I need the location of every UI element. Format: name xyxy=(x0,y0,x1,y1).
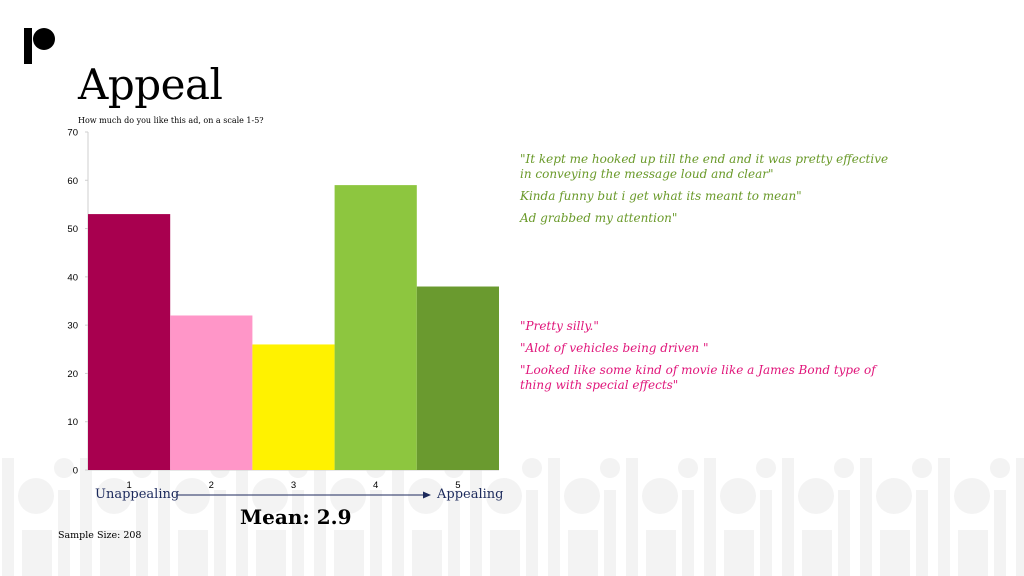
pattern-shape xyxy=(330,478,366,514)
y-tick-label: 20 xyxy=(67,369,78,380)
x-tick-label: 1 xyxy=(126,480,131,491)
pattern-shape xyxy=(490,530,520,576)
positive-quote: "It kept me hooked up till the end and i… xyxy=(520,152,889,181)
scale-high-label: Appealing xyxy=(437,487,504,502)
pattern-shape xyxy=(18,478,54,514)
y-tick-label: 30 xyxy=(67,321,78,332)
background-pattern xyxy=(2,458,1024,576)
pattern-shape xyxy=(724,530,754,576)
bar xyxy=(334,185,417,470)
pattern-shape xyxy=(802,530,832,576)
positive-quote: Kinda funny but i get what its meant to … xyxy=(520,189,802,203)
pattern-shape xyxy=(58,490,70,576)
negative-quote: "Looked like some kind of movie like a J… xyxy=(520,363,876,392)
pattern-shape xyxy=(990,458,1010,478)
bar xyxy=(170,315,253,470)
pattern-shape xyxy=(760,490,772,576)
pattern-shape xyxy=(646,530,676,576)
mean-value: Mean: 2.9 xyxy=(240,505,352,529)
x-tick-label: 3 xyxy=(291,480,296,491)
pattern-shape xyxy=(912,458,932,478)
y-tick-label: 60 xyxy=(67,176,78,187)
scale-low-label: Unappealing xyxy=(95,487,180,502)
pattern-shape xyxy=(938,458,950,576)
pattern-shape xyxy=(54,458,74,478)
scale-arrow-head xyxy=(423,491,431,499)
positive-quotes: "It kept me hooked up till the end and i… xyxy=(520,152,900,233)
pattern-shape xyxy=(100,530,130,576)
pattern-shape xyxy=(860,458,872,576)
pattern-shape xyxy=(256,530,286,576)
pattern-shape xyxy=(626,458,638,576)
y-tick-label: 40 xyxy=(67,272,78,283)
pattern-shape xyxy=(642,478,678,514)
chart-subtitle: How much do you like this ad, on a scale… xyxy=(78,116,264,125)
negative-quote: "Pretty silly." xyxy=(520,319,599,333)
pattern-shape xyxy=(470,458,482,576)
pattern-shape xyxy=(682,490,694,576)
pattern-shape xyxy=(876,478,912,514)
chart-bars xyxy=(88,185,499,470)
pattern-shape xyxy=(834,458,854,478)
pattern-shape xyxy=(958,530,988,576)
pattern-shape xyxy=(994,490,1006,576)
brand-logo-icon xyxy=(24,28,55,64)
pattern-shape xyxy=(158,458,170,576)
pattern-shape xyxy=(486,478,522,514)
pattern-shape xyxy=(916,490,928,576)
pattern-shape xyxy=(798,478,834,514)
pattern-shape xyxy=(838,490,850,576)
x-tick-label: 4 xyxy=(373,480,378,491)
pattern-shape xyxy=(22,530,52,576)
pattern-shape xyxy=(252,478,288,514)
pattern-shape xyxy=(392,458,404,576)
y-tick-label: 10 xyxy=(67,417,78,428)
pattern-shape xyxy=(704,458,716,576)
scale-arrow xyxy=(176,491,431,499)
x-tick-label: 5 xyxy=(455,480,460,491)
pattern-shape xyxy=(600,458,620,478)
pattern-shape xyxy=(80,458,92,576)
pattern-shape xyxy=(1016,458,1024,576)
pattern-shape xyxy=(568,530,598,576)
y-tick-label: 70 xyxy=(67,128,78,139)
pattern-shape xyxy=(178,530,208,576)
pattern-shape xyxy=(564,478,600,514)
pattern-shape xyxy=(2,458,14,576)
pattern-shape xyxy=(548,458,560,576)
bar xyxy=(252,344,335,470)
pattern-shape xyxy=(314,458,326,576)
pattern-shape xyxy=(412,530,442,576)
pattern-shape xyxy=(292,490,304,576)
pattern-shape xyxy=(136,490,148,576)
pattern-shape xyxy=(448,490,460,576)
sample-size: Sample Size: 208 xyxy=(58,530,142,541)
pattern-shape xyxy=(526,490,538,576)
pattern-shape xyxy=(334,530,364,576)
pattern-shape xyxy=(678,458,698,478)
pattern-shape xyxy=(756,458,776,478)
negative-quotes: "Pretty silly." "Alot of vehicles being … xyxy=(520,319,900,400)
pattern-shape xyxy=(880,530,910,576)
pattern-shape xyxy=(236,458,248,576)
y-tick-label: 50 xyxy=(67,224,78,235)
negative-quote: "Alot of vehicles being driven " xyxy=(520,341,709,355)
pattern-shape xyxy=(782,458,794,576)
pattern-shape xyxy=(174,478,210,514)
pattern-shape xyxy=(214,490,226,576)
x-tick-label: 2 xyxy=(209,480,214,491)
positive-quote: Ad grabbed my attention" xyxy=(520,211,678,225)
page-title: Appeal xyxy=(78,60,223,109)
pattern-shape xyxy=(522,458,542,478)
pattern-shape xyxy=(954,478,990,514)
y-tick-label: 0 xyxy=(73,466,78,477)
pattern-shape xyxy=(604,490,616,576)
pattern-shape xyxy=(370,490,382,576)
pattern-shape xyxy=(720,478,756,514)
pattern-shape xyxy=(96,478,132,514)
bar xyxy=(88,214,171,470)
chart-ticks: 0 10 20 30 40 50 60 70 1 2 3 4 5 xyxy=(67,128,460,492)
bar xyxy=(416,286,499,470)
